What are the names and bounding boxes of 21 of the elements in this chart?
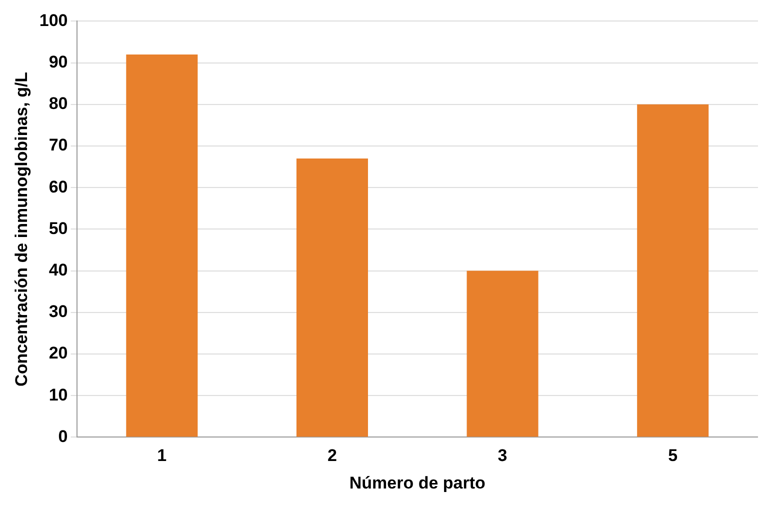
bar [126, 54, 198, 437]
y-tick-label: 30 [48, 302, 68, 322]
y-tick-label: 70 [48, 136, 68, 155]
y-tick-label: 60 [48, 177, 68, 196]
x-tick-label: 1 [157, 446, 167, 466]
y-tick-label: 40 [48, 260, 68, 280]
bar [637, 104, 709, 437]
y-tick-label: 20 [48, 344, 68, 363]
y-tick-label: 80 [48, 94, 68, 114]
x-axis-title: Número de parto [349, 473, 486, 492]
y-tick-label: 100 [39, 10, 68, 30]
x-tick-label: 2 [327, 446, 337, 466]
y-axis-title: Concentración de inmunoglobinas, g/L [12, 72, 31, 386]
bar [466, 270, 538, 437]
y-tick-label: 10 [48, 385, 68, 404]
y-tick-label: 90 [48, 52, 68, 72]
x-tick-label: 3 [498, 446, 508, 466]
y-tick-label: 50 [48, 218, 68, 238]
y-tick-label: 0 [58, 426, 68, 446]
bar [296, 158, 368, 437]
x-tick-label: 5 [668, 446, 678, 466]
